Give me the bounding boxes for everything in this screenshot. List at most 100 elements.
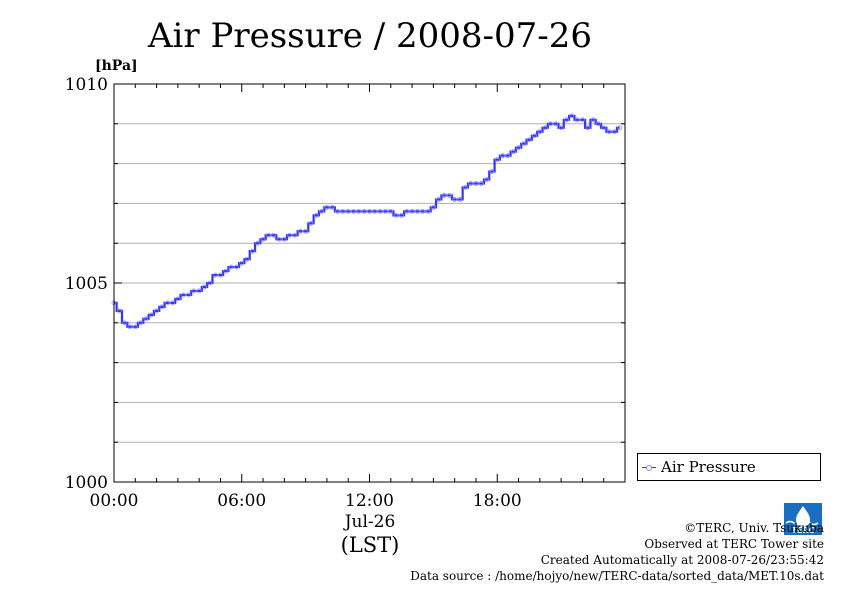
data-point bbox=[361, 208, 367, 214]
y-tick-label: 1005 bbox=[65, 274, 108, 294]
data-point bbox=[234, 264, 239, 270]
chart-legend: Air Pressure bbox=[637, 453, 821, 481]
data-point bbox=[186, 292, 191, 298]
data-point bbox=[127, 324, 133, 330]
data-point bbox=[500, 153, 505, 159]
data-point bbox=[553, 121, 559, 127]
data-point bbox=[484, 177, 490, 182]
data-point bbox=[383, 208, 388, 214]
x-tick-label: 00:00 bbox=[90, 491, 139, 511]
data-point bbox=[212, 272, 218, 278]
data-point bbox=[532, 133, 537, 139]
terc-logo: TERC bbox=[784, 503, 822, 535]
data-point bbox=[399, 212, 404, 218]
data-point bbox=[516, 145, 521, 151]
data-point bbox=[239, 260, 245, 266]
data-point bbox=[335, 208, 340, 214]
data-point bbox=[340, 208, 346, 214]
data-point bbox=[585, 125, 591, 131]
grid-lines bbox=[114, 123, 625, 443]
data-point bbox=[122, 320, 128, 326]
data-point bbox=[180, 292, 186, 298]
data-point bbox=[143, 316, 149, 322]
copyright-text: ©TERC, Univ. Tsukuba bbox=[684, 521, 824, 535]
data-point bbox=[564, 117, 569, 123]
data-point bbox=[116, 308, 122, 314]
data-point bbox=[494, 157, 500, 163]
data-point bbox=[138, 320, 144, 326]
data-point bbox=[287, 232, 293, 238]
data-point bbox=[356, 208, 362, 214]
data-point bbox=[521, 141, 527, 147]
data-point bbox=[452, 197, 458, 202]
data-point bbox=[420, 208, 426, 214]
svg-text:TERC: TERC bbox=[792, 526, 815, 535]
data-point bbox=[393, 212, 399, 218]
data-point bbox=[308, 220, 314, 226]
data-point bbox=[367, 208, 372, 214]
data-source-text: Data source : /home/hojyo/new/TERC-data/… bbox=[410, 569, 824, 583]
plot-frame bbox=[113, 83, 626, 483]
data-point bbox=[191, 288, 197, 294]
data-point bbox=[409, 208, 415, 214]
data-point bbox=[404, 208, 410, 214]
data-point bbox=[265, 232, 271, 238]
data-point bbox=[462, 185, 468, 190]
y-tick-label: 1000 bbox=[65, 473, 108, 493]
data-point bbox=[606, 129, 612, 135]
data-point bbox=[319, 208, 324, 214]
data-point bbox=[260, 236, 266, 242]
data-point bbox=[164, 300, 170, 306]
data-point bbox=[132, 324, 138, 330]
data-point bbox=[372, 208, 378, 214]
legend-label: Air Pressure bbox=[661, 458, 756, 476]
data-point bbox=[489, 169, 495, 174]
data-point bbox=[457, 197, 463, 202]
data-point bbox=[574, 117, 580, 123]
data-point bbox=[329, 204, 335, 210]
data-point bbox=[255, 240, 261, 246]
data-point bbox=[175, 296, 181, 302]
data-point bbox=[611, 129, 617, 135]
data-point bbox=[548, 121, 553, 127]
data-point bbox=[430, 204, 436, 210]
data-point bbox=[313, 212, 319, 218]
x-tick-label: 18:00 bbox=[473, 491, 522, 511]
data-point bbox=[558, 125, 564, 131]
series-line bbox=[114, 114, 620, 328]
x-tick-label: 06:00 bbox=[217, 491, 266, 511]
data-point bbox=[154, 308, 159, 314]
data-point bbox=[510, 149, 516, 155]
data-point bbox=[159, 304, 165, 310]
data-point bbox=[303, 228, 309, 234]
site-text: Observed at TERC Tower site bbox=[644, 537, 824, 551]
chart-title: Air Pressure / 2008-07-26 bbox=[147, 16, 592, 56]
series-air-pressure bbox=[111, 113, 623, 330]
data-point bbox=[468, 181, 474, 186]
data-point bbox=[446, 193, 452, 198]
data-point bbox=[351, 208, 356, 214]
credits-block: ©TERC, Univ. Tsukuba Observed at TERC To… bbox=[410, 520, 824, 584]
data-point bbox=[148, 312, 154, 318]
data-point bbox=[505, 153, 511, 159]
y-tick-label: 1010 bbox=[65, 75, 108, 95]
data-point bbox=[590, 117, 596, 123]
data-point bbox=[345, 208, 351, 214]
data-point bbox=[595, 121, 601, 127]
data-point bbox=[170, 300, 175, 306]
data-point bbox=[601, 125, 607, 131]
data-point bbox=[441, 193, 447, 198]
created-text: Created Automatically at 2008-07-26/23:5… bbox=[540, 553, 824, 567]
data-point bbox=[271, 232, 277, 238]
data-point bbox=[196, 288, 202, 294]
data-point bbox=[542, 125, 548, 131]
data-point bbox=[218, 272, 223, 278]
x-tick-label: 12:00 bbox=[345, 491, 394, 511]
data-point bbox=[415, 208, 420, 214]
data-point bbox=[580, 117, 585, 123]
data-point bbox=[202, 284, 207, 290]
data-point bbox=[473, 181, 479, 186]
x-axis-title: (LST) bbox=[341, 533, 400, 557]
legend-swatch bbox=[642, 464, 656, 471]
data-point bbox=[388, 208, 394, 214]
